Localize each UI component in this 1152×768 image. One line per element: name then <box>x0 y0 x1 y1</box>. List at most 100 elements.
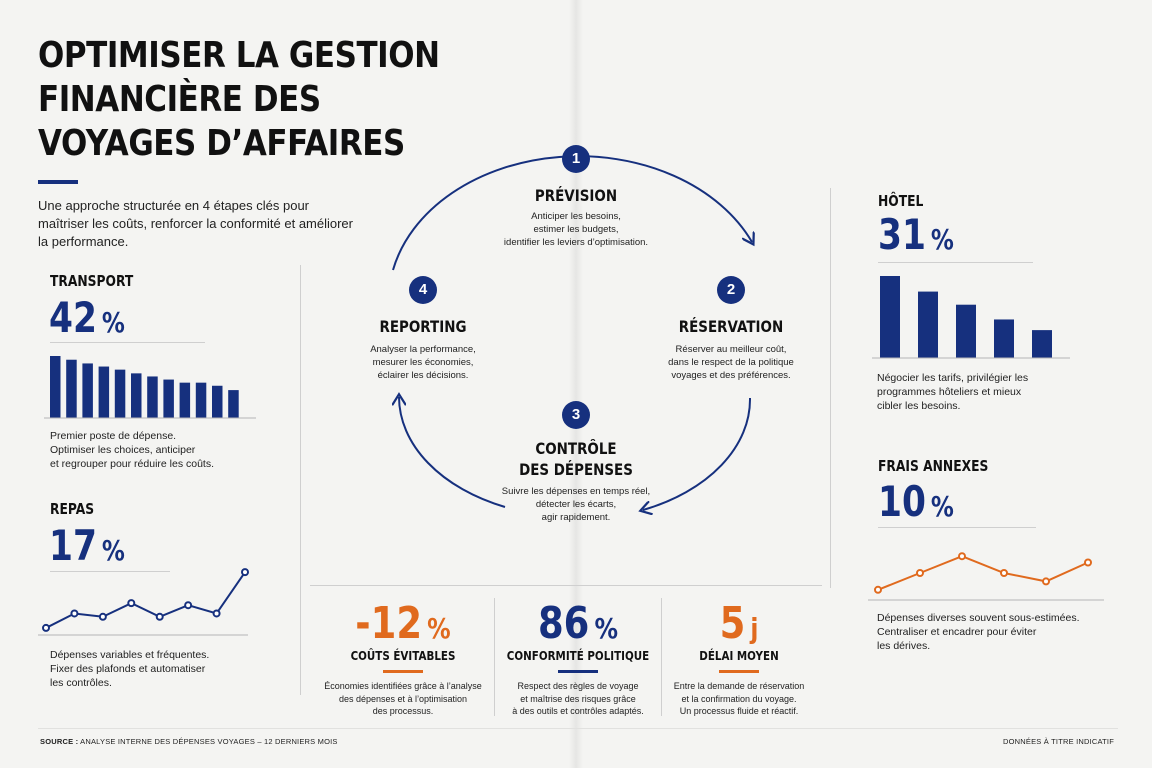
frais-line-chart <box>868 552 1104 601</box>
page-fold <box>569 0 583 768</box>
kpi-savings-rule <box>383 670 423 673</box>
hotel-bar <box>918 291 938 358</box>
desc-line: Optimiser les choices, anticiper <box>50 444 196 456</box>
arrow-controle-to-reporting <box>399 397 506 508</box>
kpi-divider <box>661 598 662 716</box>
step-2-title: RÉSERVATION <box>678 317 784 336</box>
step-text-line: voyages et des préférences. <box>671 370 791 381</box>
step-3-text: Suivre les dépenses en temps réel, détec… <box>466 485 686 524</box>
kpi-savings-value: -12% <box>332 600 475 653</box>
source-text: ANALYSE INTERNE DES DÉPENSES VOYAGES – 1… <box>80 737 338 746</box>
hotel-rule <box>878 262 1033 263</box>
left-column-divider <box>300 265 301 695</box>
step-2-badge: 2 <box>717 276 745 304</box>
source-label: SOURCE : <box>40 737 79 746</box>
repas-description: Dépenses variables et fréquentes. Fixer … <box>50 648 280 690</box>
frais-point <box>916 569 924 577</box>
transport-bar <box>66 359 77 418</box>
step-1-badge: 1 <box>562 145 590 173</box>
kpi-divider <box>494 598 495 716</box>
step-text-line: dans le respect de la politique <box>668 357 794 368</box>
step-text-line: Réserver au meilleur coût, <box>675 344 787 355</box>
kpi-unit: % <box>427 612 451 645</box>
transport-bar <box>147 376 158 418</box>
arrow-prevision-to-reservation <box>392 155 752 271</box>
repas-point <box>184 601 193 610</box>
kpi-compliance-rule <box>558 670 598 673</box>
transport-bar <box>131 373 142 418</box>
kpi-text-line: Économies identifiées grâce à l’analyse <box>324 681 482 691</box>
frais-unit: % <box>930 490 954 523</box>
frais-percent: 10% <box>878 480 954 529</box>
step-title-line: DES DÉPENSES <box>519 460 633 479</box>
transport-unit: % <box>101 306 125 339</box>
step-text-line: estimer les budgets, <box>533 224 619 235</box>
hotel-unit: % <box>930 223 954 256</box>
frais-label: FRAIS ANNEXES <box>878 457 989 475</box>
repas-rule <box>50 571 170 572</box>
frais-series-line <box>877 555 1089 591</box>
desc-line: et regrouper pour réduire les coûts. <box>50 458 215 470</box>
step-3-badge: 3 <box>562 401 590 429</box>
kpi-text-line: et la confirmation du voyage. <box>681 693 797 704</box>
frais-point <box>874 585 882 594</box>
footer-source: SOURCE : ANALYSE INTERNE DES DÉPENSES VO… <box>40 737 338 746</box>
hotel-description: Négocier les tarifs, privilégier les pro… <box>877 371 1107 413</box>
desc-line: Dépenses variables et fréquentes. <box>50 649 210 661</box>
kpi-text-line: Respect des règles de voyage <box>517 681 639 691</box>
step-2-text: Réserver au meilleur coût, dans le respe… <box>631 343 831 382</box>
kpi-compliance-label: CONFORMITÉ POLITIQUE <box>506 649 650 663</box>
hotel-percent: 31% <box>878 213 954 262</box>
repas-label: REPAS <box>50 500 95 518</box>
hotel-value: 31 <box>878 210 926 259</box>
title-underline <box>38 180 78 184</box>
kpi-number: 86 <box>537 598 590 649</box>
hotel-bar-chart <box>872 276 1070 359</box>
step-title-line: CONTRÔLE <box>535 439 617 458</box>
frais-point <box>1042 577 1050 586</box>
step-text-line: éclairer les décisions. <box>377 370 469 381</box>
transport-description: Premier poste de dépense. Optimiser les … <box>50 429 280 471</box>
desc-line: Dépenses diverses souvent sous-estimées. <box>877 612 1080 624</box>
desc-line: Fixer des plafonds et automatiser <box>50 663 206 675</box>
hotel-bar <box>994 319 1014 358</box>
arrow-reservation-to-controle <box>643 397 752 510</box>
step-4-text: Analyser la performance, mesurer les éco… <box>323 343 523 382</box>
kpi-text-line: et maîtrise des risques grâce <box>520 693 636 704</box>
transport-bar <box>212 385 223 418</box>
step-1-text: Anticiper les besoins, estimer les budge… <box>476 210 676 249</box>
kpi-text-line: Un processus fluide et réactif. <box>679 706 799 716</box>
transport-label: TRANSPORT <box>50 272 134 290</box>
kpi-savings-text: Économies identifiées grâce à l’analyse … <box>313 680 493 718</box>
transport-bar <box>98 366 110 418</box>
kpi-delay-text: Entre la demande de réservation et la co… <box>649 680 829 718</box>
transport-bar <box>179 382 191 418</box>
kpi-number: -12 <box>355 598 423 649</box>
transport-bar-chart <box>44 356 256 419</box>
hotel-label: HÔTEL <box>878 192 924 210</box>
desc-line: Centraliser et encadrer pour éviter <box>877 626 1037 638</box>
kpi-delay-label: DÉLAI MOYEN <box>699 649 779 663</box>
repas-line-chart <box>38 568 249 636</box>
kpi-text-line: à des outils et contrôles adaptés. <box>512 706 644 716</box>
transport-bar <box>114 369 126 418</box>
desc-line: les dérives. <box>877 640 931 652</box>
repas-value: 17 <box>49 521 97 570</box>
transport-bar <box>82 363 93 418</box>
repas-unit: % <box>101 534 125 567</box>
step-4-badge: 4 <box>409 276 437 304</box>
desc-line: programmes hôteliers et mieux <box>877 386 1022 398</box>
frais-point <box>1084 558 1092 567</box>
footer-note: DONNÉES À TITRE INDICATIF <box>1003 737 1114 746</box>
step-text-line: agir rapidement. <box>541 512 611 523</box>
transport-rule <box>50 342 205 343</box>
kpi-text-line: des dépenses et à l’optimisation <box>338 693 468 704</box>
repas-point <box>70 609 79 618</box>
transport-bar <box>50 356 61 418</box>
kpi-savings-label: COÛTS ÉVITABLES <box>350 649 456 663</box>
right-column-divider <box>830 188 831 588</box>
desc-line: cibler les besoins. <box>877 400 961 412</box>
kpi-unit: % <box>594 612 619 645</box>
hotel-bar <box>956 304 976 358</box>
